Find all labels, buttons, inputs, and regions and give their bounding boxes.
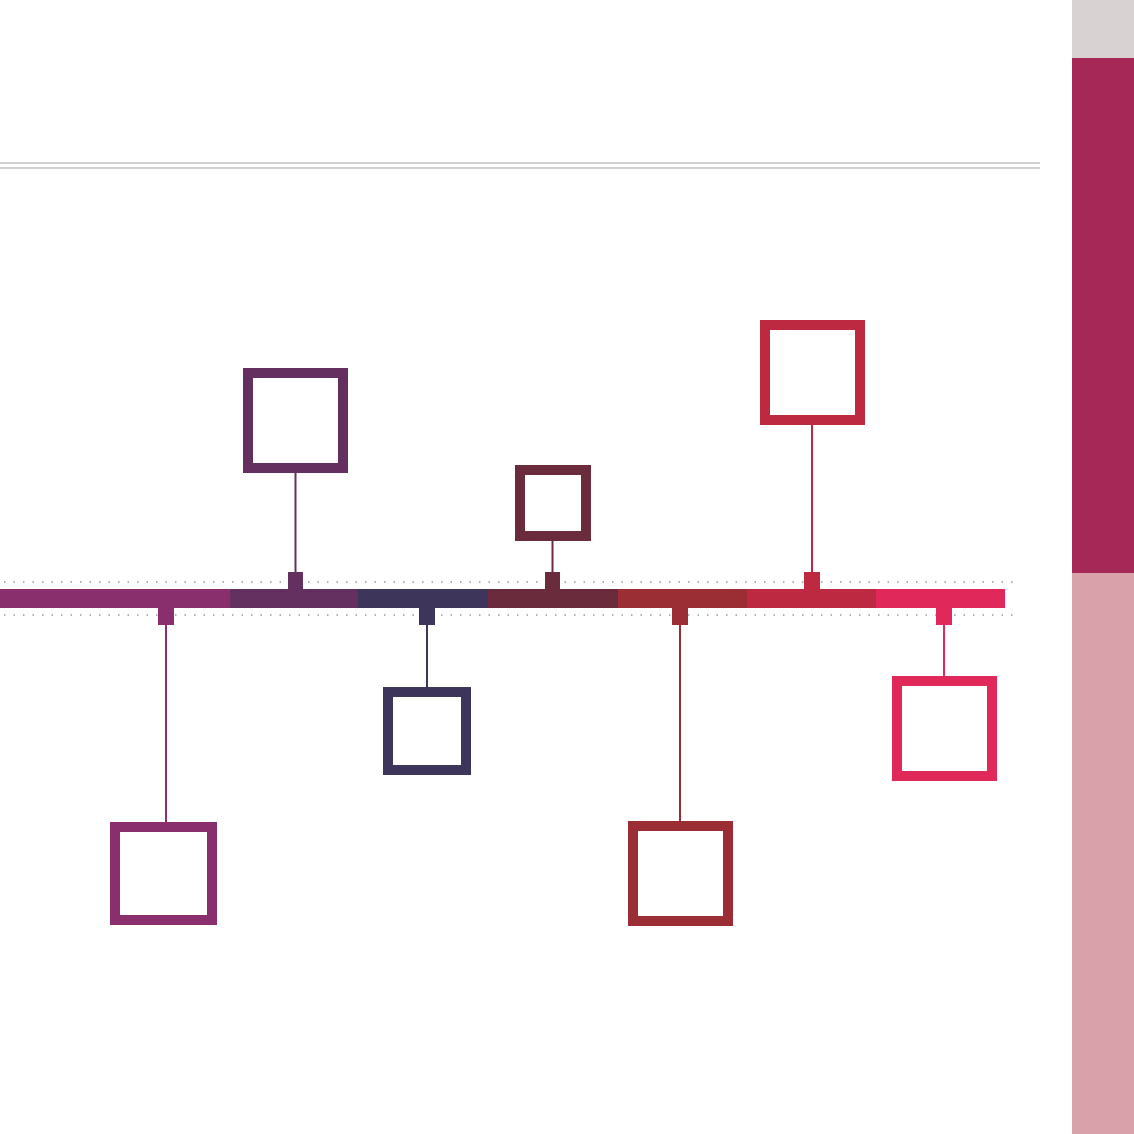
milestone-box [892, 676, 997, 781]
timeline-segment [358, 589, 488, 608]
milestone-box [243, 368, 348, 473]
timeline-segment [618, 589, 747, 608]
timeline-segment [0, 589, 230, 608]
milestone [243, 368, 348, 589]
milestone-box [383, 687, 471, 775]
milestone [383, 608, 471, 775]
milestone-box [110, 822, 217, 925]
timeline-segment [230, 589, 358, 608]
milestone-box [628, 821, 733, 926]
sidebar-top [1072, 0, 1134, 58]
connector-node [419, 608, 435, 625]
timeline-segment [876, 589, 1005, 608]
connector-node [545, 572, 560, 589]
connector-node [288, 572, 303, 589]
timeline-segment [747, 589, 876, 608]
connector-node [158, 608, 174, 625]
sidebar-bottom [1072, 573, 1134, 1134]
milestone [892, 608, 997, 781]
milestone [628, 608, 733, 926]
sidebar-middle [1072, 58, 1134, 573]
milestone [515, 465, 591, 589]
timeline-segment [488, 589, 618, 608]
milestone [760, 320, 865, 589]
milestone [110, 608, 217, 925]
milestone-box [515, 465, 591, 541]
connector-node [672, 608, 688, 625]
connector-node [804, 572, 820, 589]
milestone-box [760, 320, 865, 425]
connector-node [936, 608, 952, 625]
